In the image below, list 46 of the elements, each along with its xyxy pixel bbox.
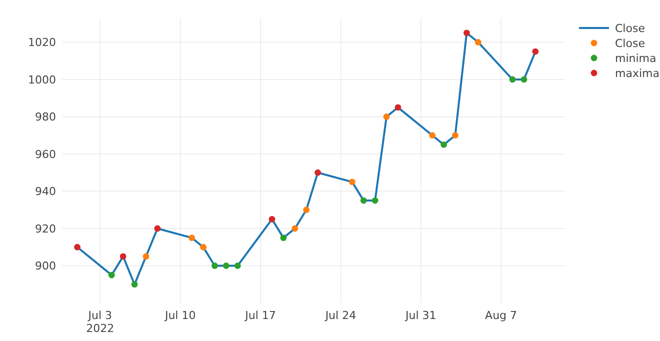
- point: [131, 281, 138, 288]
- point: [383, 114, 390, 120]
- y-tick-label: 960: [35, 148, 56, 161]
- point: [303, 206, 310, 214]
- x-tick-label: Jul 10: [164, 309, 196, 322]
- point: [120, 253, 126, 260]
- y-tick-label: 920: [35, 222, 56, 236]
- point: [520, 76, 528, 83]
- point: [474, 39, 482, 46]
- point: [360, 197, 367, 204]
- point: [74, 244, 80, 250]
- point: [394, 104, 402, 111]
- point: [348, 178, 356, 186]
- point: [429, 132, 436, 139]
- point: [212, 262, 218, 269]
- legend-label: minima: [615, 52, 656, 65]
- point: [372, 197, 378, 204]
- point: [108, 272, 115, 278]
- point: [280, 234, 287, 242]
- x-tick-label: Jul 3 2022: [86, 309, 114, 335]
- y-tick-label: 900: [35, 260, 56, 273]
- legend-label: Close: [615, 22, 646, 35]
- point: [142, 253, 150, 260]
- point: [234, 262, 241, 269]
- point: [452, 132, 458, 139]
- point: [532, 48, 539, 55]
- point: [440, 141, 447, 148]
- point: [222, 262, 230, 269]
- point: [292, 225, 298, 232]
- point: [509, 76, 516, 83]
- x-tick-label: Jul 31: [404, 309, 436, 322]
- y-tick-label: 980: [35, 110, 56, 124]
- point: [154, 225, 161, 232]
- point: [268, 216, 276, 222]
- legend-label: maxima: [615, 66, 660, 80]
- point: [314, 169, 321, 176]
- y-tick-label: 1000: [28, 73, 56, 86]
- x-tick-label: Aug 7: [485, 309, 518, 322]
- legend-label: Close: [615, 36, 646, 50]
- x-tick-label: Jul 17: [244, 309, 276, 322]
- y-tick-label: 940: [35, 185, 56, 198]
- point: [188, 234, 196, 242]
- x-tick-label: Jul 24: [324, 309, 356, 322]
- y-tick-label: 1020: [28, 36, 56, 50]
- point: [463, 30, 470, 36]
- point: [200, 244, 206, 250]
